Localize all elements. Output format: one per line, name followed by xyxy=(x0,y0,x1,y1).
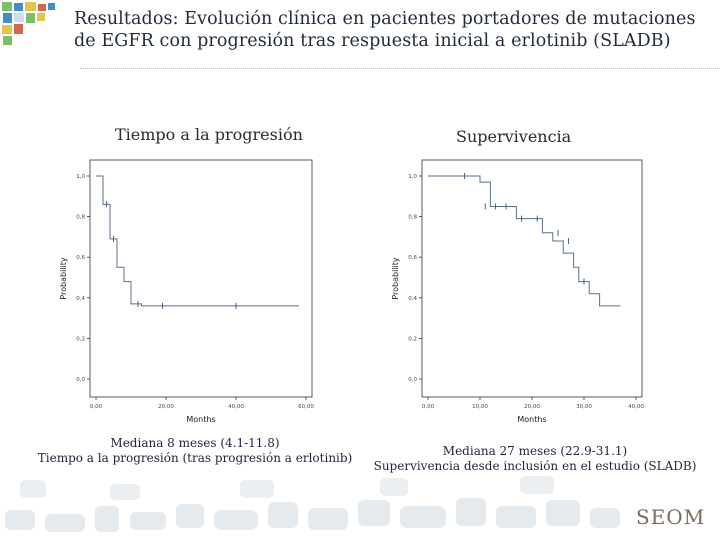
slide-title: Resultados: Evolución clínica en pacient… xyxy=(74,8,714,52)
title-divider xyxy=(80,68,720,69)
plot-frame xyxy=(89,159,313,398)
x-tick-label: 10,00 xyxy=(472,404,488,410)
x-tick-label: 0,00 xyxy=(90,404,103,410)
y-axis-label: Probability xyxy=(391,257,400,300)
y-tick-label: 0,8 xyxy=(76,215,85,221)
chart-title-progression: Tiempo a la progresión xyxy=(115,125,303,144)
x-tick-label: 20,00 xyxy=(158,404,174,410)
caption-progression: Mediana 8 meses (4.1-11.8) Tiempo a la p… xyxy=(20,436,370,466)
y-tick-label: 1,0 xyxy=(408,174,417,180)
x-axis-label: Months xyxy=(517,415,546,424)
y-tick-label: 0,8 xyxy=(408,215,417,221)
y-tick-label: 0,6 xyxy=(76,255,85,261)
y-tick-label: 0,2 xyxy=(408,336,417,342)
y-tick-label: 0,0 xyxy=(76,377,85,383)
y-tick-label: 1,0 xyxy=(76,174,85,180)
seom-logo: SEOM xyxy=(636,505,706,529)
x-tick-label: 40,00 xyxy=(628,404,644,410)
y-axis-label: Probability xyxy=(59,257,68,300)
caption-progression-description: Tiempo a la progresión (tras progresión … xyxy=(37,451,353,465)
slide-title-line-2: de EGFR con progresión tras respuesta in… xyxy=(74,31,671,51)
caption-progression-median: Mediana 8 meses (4.1-11.8) xyxy=(110,436,280,450)
y-tick-label: 0,4 xyxy=(76,296,85,302)
y-tick-label: 0,2 xyxy=(76,336,85,342)
caption-survival-median: Mediana 27 meses (22.9-31.1) xyxy=(442,444,628,458)
x-tick-label: 0,00 xyxy=(422,404,435,410)
caption-survival: Mediana 27 meses (22.9-31.1) Supervivenc… xyxy=(360,444,710,474)
chart-title-survival: Supervivencia xyxy=(456,127,572,146)
km-chart-progression: 0,0 0,2 0,4 0,6 0,8 1,0 0,00 20,00 40,00 60,00 Mon… xyxy=(59,159,314,424)
km-step-line xyxy=(428,175,621,307)
x-axis-label: Months xyxy=(186,415,215,424)
plot-frame xyxy=(421,159,643,398)
x-tick-label: 40,00 xyxy=(228,404,244,410)
caption-survival-description: Supervivencia desde inclusión en el estu… xyxy=(373,459,697,473)
x-tick-label: 20,00 xyxy=(524,404,540,410)
slide-title-line-1: Resultados: Evolución clínica en pacient… xyxy=(74,9,696,29)
x-tick-label: 60,00 xyxy=(298,404,314,410)
y-tick-label: 0,4 xyxy=(408,296,417,302)
y-tick-label: 0,6 xyxy=(408,255,417,261)
km-chart-survival: 0,0 0,2 0,4 0,6 0,8 1,0 0,00 10,00 20,00 30,00 40,… xyxy=(391,159,644,424)
y-tick-label: 0,0 xyxy=(408,377,417,383)
x-tick-label: 30,00 xyxy=(576,404,592,410)
mosaic-logo xyxy=(2,2,55,45)
km-step-line xyxy=(96,175,299,307)
mosaic-footer-decoration xyxy=(5,476,620,532)
